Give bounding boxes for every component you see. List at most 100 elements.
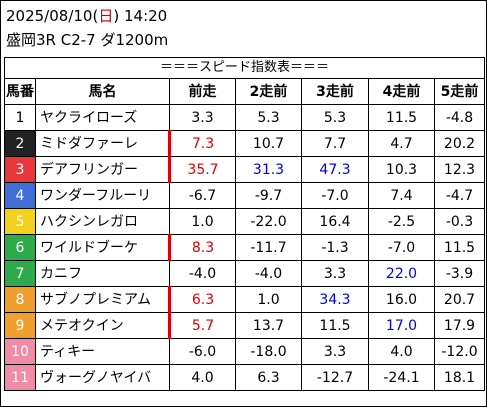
speed-index-value: -7.0 [368, 234, 435, 261]
col-header-number: 馬番 [4, 78, 36, 105]
horse-number: 4 [4, 182, 36, 209]
speed-index-value: 4.7 [368, 130, 435, 157]
speed-index-value: -7.0 [301, 182, 369, 209]
speed-index-value: -4.0 [235, 260, 302, 287]
speed-index-value: 16.4 [301, 208, 369, 235]
speed-index-value: -4.7 [434, 182, 485, 209]
table-row: 3 デアフリンガー 35.7 31.3 47.3 10.3 12.3 [4, 156, 485, 183]
speed-index-value: 11.5 [301, 312, 369, 339]
table-row: 10 ティキー -6.0 -18.0 3.3 4.0 -12.0 [4, 338, 485, 365]
speed-index-value: 3.3 [301, 338, 369, 365]
speed-index-value: 47.3 [301, 156, 369, 183]
speed-index-value: 11.5 [434, 234, 485, 261]
speed-index-value: -9.7 [235, 182, 302, 209]
speed-index-value: 20.7 [434, 286, 485, 313]
race-datetime: 2025/08/10(日) 14:20 [6, 7, 168, 25]
horse-name: ティキー [35, 338, 170, 365]
speed-index-table: ＝＝＝スピード指数表＝＝＝ 馬番 馬名 前走 2走前 3走前 4走前 5走前 1… [4, 57, 485, 391]
horse-number: 6 [4, 234, 36, 261]
speed-index-value: 11.5 [368, 104, 435, 131]
horse-name: ハクシンレガロ [35, 208, 170, 235]
speed-index-value: 8.3 [168, 234, 236, 261]
table-row: 6 ワイルドブーケ 8.3 -11.7 -1.3 -7.0 11.5 [4, 234, 485, 261]
horse-number: 5 [4, 208, 36, 235]
horse-name: ミドダファーレ [35, 130, 170, 157]
speed-index-value: 1.0 [235, 286, 302, 313]
speed-index-value: -12.7 [301, 364, 369, 391]
horse-name: ワイルドブーケ [35, 234, 170, 261]
horse-number: 7 [4, 260, 36, 287]
race-date: 2025/08/10 [6, 7, 93, 25]
horse-number: 3 [4, 156, 36, 183]
horse-number: 9 [4, 312, 36, 339]
speed-index-value: 13.7 [235, 312, 302, 339]
speed-index-value: 6.3 [235, 364, 302, 391]
speed-index-value: -6.0 [169, 338, 236, 365]
horse-name: ヤクライローズ [35, 104, 170, 131]
speed-index-value: -6.7 [169, 182, 236, 209]
speed-index-value: 5.3 [235, 104, 302, 131]
col-header-2-races-ago: 2走前 [235, 78, 302, 105]
table-row: 8 サブノプレミアム 6.3 1.0 34.3 16.0 20.7 [4, 286, 485, 313]
speed-index-value: -18.0 [235, 338, 302, 365]
horse-name: ヴォーグノヤイバ [35, 364, 170, 391]
horse-name: メテオクイン [35, 312, 170, 339]
speed-index-value: 10.3 [368, 156, 435, 183]
table-row: 4 ワンダーフルーリ -6.7 -9.7 -7.0 7.4 -4.7 [4, 182, 485, 209]
speed-index-value: 20.2 [434, 130, 485, 157]
column-header-row: 馬番 馬名 前走 2走前 3走前 4走前 5走前 [4, 78, 485, 105]
speed-index-value: 17.0 [368, 312, 435, 339]
speed-index-value: 4.0 [368, 338, 435, 365]
horse-name: カニフ [35, 260, 170, 287]
table-title: ＝＝＝スピード指数表＝＝＝ [4, 57, 485, 79]
speed-index-value: 7.7 [301, 130, 369, 157]
speed-index-value: 7.4 [368, 182, 435, 209]
speed-index-value: 16.0 [368, 286, 435, 313]
speed-index-value: -4.0 [169, 260, 236, 287]
horse-name: サブノプレミアム [35, 286, 170, 313]
speed-index-value: -2.5 [368, 208, 435, 235]
speed-index-value: 10.7 [235, 130, 302, 157]
col-header-horse-name: 馬名 [35, 78, 170, 105]
col-header-5-races-ago: 5走前 [434, 78, 485, 105]
speed-index-value: -3.9 [434, 260, 485, 287]
table-row: 9 メテオクイン 5.7 13.7 11.5 17.0 17.9 [4, 312, 485, 339]
speed-index-value: -24.1 [368, 364, 435, 391]
col-header-last-race: 前走 [169, 78, 236, 105]
speed-index-value: -4.8 [434, 104, 485, 131]
speed-index-value: -0.3 [434, 208, 485, 235]
speed-index-value: 18.1 [434, 364, 485, 391]
horse-number: 11 [4, 364, 36, 391]
speed-index-value: 31.3 [235, 156, 302, 183]
speed-index-value: -1.3 [301, 234, 369, 261]
horse-name: デアフリンガー [35, 156, 170, 183]
race-info: 盛岡3R C2-7 ダ1200m [6, 31, 169, 49]
horse-name: ワンダーフルーリ [35, 182, 170, 209]
speed-index-value: 1.0 [169, 208, 236, 235]
horse-number: 2 [4, 130, 36, 157]
speed-index-value: 12.3 [434, 156, 485, 183]
speed-index-value: 6.3 [168, 286, 236, 313]
speed-index-value: 17.9 [434, 312, 485, 339]
speed-index-value: 5.3 [301, 104, 369, 131]
speed-index-value: 22.0 [368, 260, 435, 287]
col-header-4-races-ago: 4走前 [368, 78, 435, 105]
table-row: 1 ヤクライローズ 3.3 5.3 5.3 11.5 -4.8 [4, 104, 485, 131]
speed-index-value: -12.0 [434, 338, 485, 365]
speed-index-value: 3.3 [301, 260, 369, 287]
col-header-3-races-ago: 3走前 [301, 78, 369, 105]
speed-index-value: 7.3 [168, 130, 236, 157]
speed-index-value: 4.0 [169, 364, 236, 391]
horse-number: 1 [4, 104, 36, 131]
race-weekday: 日 [98, 7, 114, 25]
table-row: 11 ヴォーグノヤイバ 4.0 6.3 -12.7 -24.1 18.1 [4, 364, 485, 391]
table-row: 2 ミドダファーレ 7.3 10.7 7.7 4.7 20.2 [4, 130, 485, 157]
table-row: 7 カニフ -4.0 -4.0 3.3 22.0 -3.9 [4, 260, 485, 287]
table-row: 5 ハクシンレガロ 1.0 -22.0 16.4 -2.5 -0.3 [4, 208, 485, 235]
horse-number: 8 [4, 286, 36, 313]
race-time: 14:20 [123, 7, 168, 25]
speed-index-value: -11.7 [235, 234, 302, 261]
speed-index-value: 5.7 [168, 312, 236, 339]
horse-number: 10 [4, 338, 36, 365]
speed-index-value: 35.7 [168, 156, 236, 183]
